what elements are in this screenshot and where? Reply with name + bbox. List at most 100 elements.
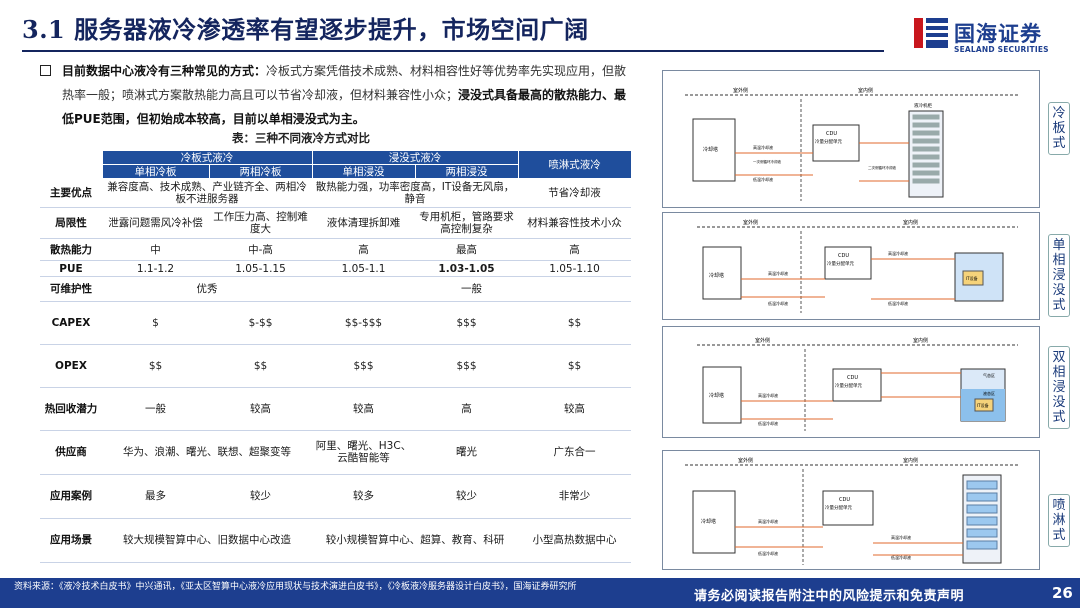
table-cell: 最多 (102, 474, 209, 519)
title-divider (22, 50, 884, 52)
svg-text:低温冷却液: 低温冷却液 (891, 554, 911, 560)
svg-text:IT设备: IT设备 (977, 402, 989, 408)
brand-logo: 国海证券 SEALAND SECURITIES (914, 18, 1064, 58)
table-row: 应用场景 较大规模智算中心、旧数据中心改造 较小规模智算中心、超算、教育、科研 … (40, 518, 631, 563)
table-row: 供应商 华为、浪潮、曙光、联想、超聚变等 阿里、曙光、H3C、云酷智能等 曙光 … (40, 430, 631, 475)
table-cell: 较高 (312, 387, 415, 431)
table-corner (40, 150, 102, 179)
table-row: OPEX $$ $$ $$$ $$$ $$ (40, 344, 631, 388)
svg-text:高温冷却液: 高温冷却液 (758, 392, 778, 398)
row-label: CAPEX (40, 301, 102, 345)
table-cell: 节省冷却液 (518, 178, 631, 208)
table-cell: 中 (102, 238, 209, 261)
row-label: 供应商 (40, 430, 102, 475)
sub-header: 两相冷板 (208, 164, 313, 179)
table-cell: $$$ (415, 301, 518, 345)
svg-text:冷却塔: 冷却塔 (701, 518, 716, 525)
svg-text:低温冷却液: 低温冷却液 (758, 550, 778, 556)
group-header-immersion: 浸没式液冷 (311, 150, 519, 165)
row-label: 热回收潜力 (40, 387, 102, 431)
svg-text:室内侧: 室内侧 (903, 219, 918, 226)
logo-text-cn: 国海证券 (954, 22, 1042, 46)
table-row: CAPEX $ $-$$ $$-$$$ $$$ $$ (40, 301, 631, 345)
group-header-cold-plate: 冷板式液冷 (101, 150, 313, 165)
svg-text:冷却塔: 冷却塔 (703, 146, 718, 153)
svg-text:室外侧: 室外侧 (755, 337, 770, 344)
table-row: 散热能力 中 中-高 高 最高 高 (40, 238, 631, 261)
table-cell: 最高 (415, 238, 518, 261)
diagram-spray: 室外侧 室内侧 冷却塔 CDU 冷量分配单元 高温冷却液 低温冷却液 高温冷却液… (662, 450, 1040, 570)
svg-text:冷量分配单元: 冷量分配单元 (835, 382, 862, 389)
table-cell: $$ (518, 301, 631, 345)
table-cell: 材料兼容性技术小众 (518, 207, 631, 239)
svg-text:冷量分配单元: 冷量分配单元 (825, 504, 852, 511)
svg-text:一次侧循环冷却液: 一次侧循环冷却液 (753, 159, 781, 164)
svg-text:CDU: CDU (838, 253, 849, 259)
table-cell: 高 (312, 238, 415, 261)
svg-text:低温冷却液: 低温冷却液 (758, 420, 778, 426)
svg-text:CDU: CDU (826, 131, 837, 137)
sealand-logo-icon (914, 18, 948, 48)
svg-text:高温冷却液: 高温冷却液 (891, 534, 911, 540)
cold-plate-schematic: 室外侧 室内侧 冷却塔 CDU 冷量分配单元 液冷机柜 高温冷却液 低温冷却液 … (685, 87, 1018, 201)
svg-text:室外侧: 室外侧 (743, 219, 758, 226)
row-label: 散热能力 (40, 238, 102, 261)
table-cell: 散热能力强，功率密度高，IT设备无风扇，静音 (312, 178, 518, 208)
table-cell: 一般 (312, 276, 631, 302)
table-row: 可维护性 优秀 一般 一般 (40, 276, 631, 302)
table-cell: $$ (209, 344, 312, 388)
bullet-lead: 目前数据中心液冷有三种常见的方式： (62, 64, 267, 78)
page-number: 26 (1052, 584, 1073, 602)
table-title: 表：三种不同液冷方式对比 (232, 131, 370, 145)
table-cell: 较少 (209, 474, 312, 519)
table-cell: 较大规模智算中心、旧数据中心改造 (102, 518, 312, 563)
table-cell: 液体清理拆卸难 (312, 207, 415, 239)
row-label: 主要优点 (40, 178, 102, 208)
row-label: 可维护性 (40, 276, 102, 302)
footer-bar (0, 578, 1080, 608)
svg-text:二次侧循环冷却液: 二次侧循环冷却液 (868, 165, 896, 170)
bullet-emphasis: 浸没式具备最高的散热能力、最低PUE范围，但初始成本较高，目前以单相浸没式为主。 (62, 88, 627, 126)
table-cell: 小型高热数据中心 (518, 518, 631, 563)
svg-text:IT设备: IT设备 (966, 275, 978, 281)
table-cell: $$$ (312, 344, 415, 388)
svg-text:冷却塔: 冷却塔 (709, 272, 724, 279)
table-cell: 1.05-1.15 (209, 260, 312, 277)
table-row: PUE 1.1-1.2 1.05-1.15 1.05-1.1 1.03-1.05… (40, 260, 631, 277)
svg-text:高温冷却液: 高温冷却液 (888, 250, 908, 256)
table-cell: 工作压力高、控制难度大 (209, 207, 312, 239)
row-label: 应用场景 (40, 518, 102, 563)
page-title: 3.1 服务器液冷渗透率有望逐步提升，市场空间广阔 (22, 15, 589, 44)
svg-text:室外侧: 室外侧 (733, 87, 748, 94)
svg-text:室内侧: 室内侧 (858, 87, 873, 94)
table-cell: 专用机柜，管路要求高控制复杂 (415, 207, 518, 239)
table-cell: 泄露问题需风冷补偿 (102, 207, 209, 239)
table-cell: 较高 (518, 387, 631, 431)
table-cell: $$ (518, 344, 631, 388)
bullet-body: 冷板式方案凭借技术成熟、材料相容性好等优势率先实现应用，但散热率一般；喷淋式方案… (62, 64, 627, 102)
table-cell: 较小规模智算中心、超算、教育、科研 (312, 518, 518, 563)
label-spray: 喷淋式 (1048, 494, 1070, 547)
svg-text:液态区: 液态区 (983, 390, 995, 396)
table-cell: 兼容度高、技术成熟、产业链齐全、两相冷板不进服务器 (102, 178, 312, 208)
svg-text:冷却塔: 冷却塔 (709, 392, 724, 399)
diagram-single-immersion: 室外侧 室内侧 冷却塔 CDU 冷量分配单元 IT设备 高温冷却液 低温冷却液 … (662, 212, 1040, 320)
table-cell: 广东合一 (518, 430, 631, 475)
table-cell: 阿里、曙光、H3C、云酷智能等 (312, 430, 415, 475)
label-cold-plate: 冷板式 (1048, 102, 1070, 155)
svg-text:低温冷却液: 低温冷却液 (753, 176, 773, 182)
table-cell: $$ (102, 344, 209, 388)
table-cell: 非常少 (518, 474, 631, 519)
svg-text:低温冷却液: 低温冷却液 (768, 300, 788, 306)
svg-text:液冷机柜: 液冷机柜 (914, 102, 932, 109)
svg-text:低温冷却液: 低温冷却液 (888, 300, 908, 306)
table-cell: 较高 (209, 387, 312, 431)
diagram-two-phase-immersion: 室外侧 室内侧 冷却塔 CDU 冷量分配单元 IT设备 气态区 液态区 高温冷却… (662, 326, 1040, 438)
table-cell: 1.05-1.10 (518, 260, 631, 277)
svg-text:CDU: CDU (847, 375, 858, 381)
table-cell: 1.05-1.1 (312, 260, 415, 277)
table-cell: 曙光 (415, 430, 518, 475)
logo-text-en: SEALAND SECURITIES (954, 45, 1049, 54)
svg-text:高温冷却液: 高温冷却液 (768, 270, 788, 276)
svg-text:高温冷却液: 高温冷却液 (758, 518, 778, 524)
